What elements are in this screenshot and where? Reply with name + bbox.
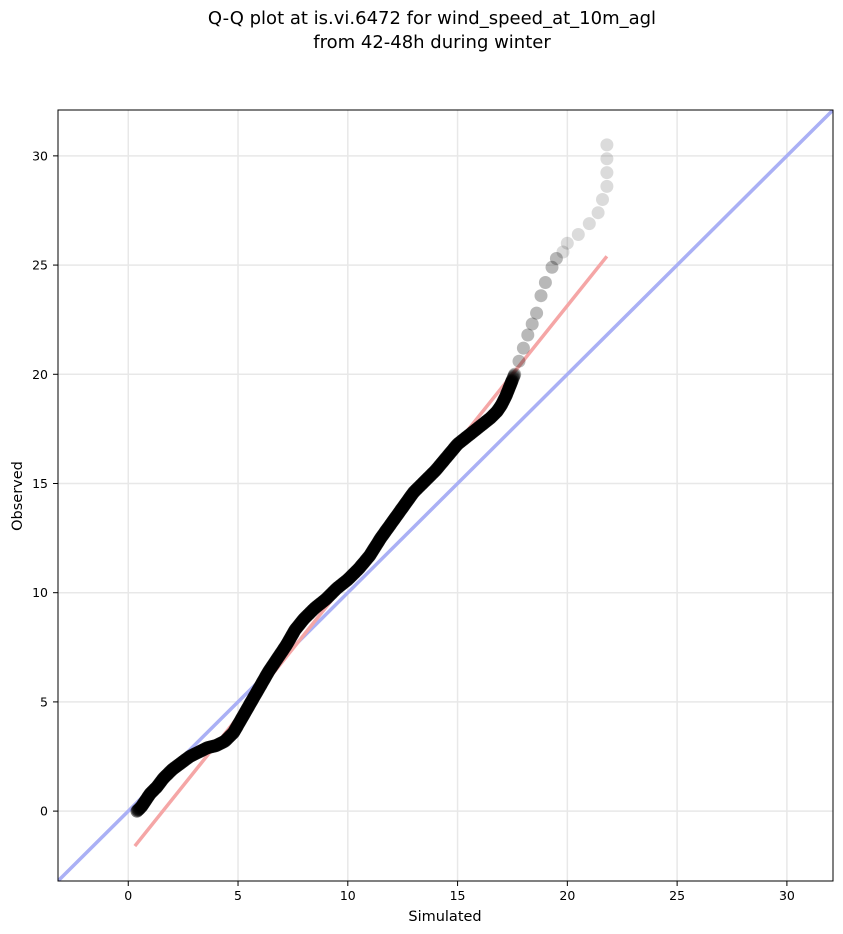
qq-point <box>571 228 585 241</box>
qq-point <box>534 289 548 303</box>
qq-point <box>600 166 614 180</box>
qq-point <box>600 179 614 193</box>
y-tick-label: 10 <box>32 585 48 600</box>
qq-point <box>538 276 552 289</box>
y-tick-label: 25 <box>32 258 48 273</box>
x-tick-label: 20 <box>559 888 575 903</box>
x-tick-label: 15 <box>450 888 466 903</box>
y-tick-label: 0 <box>40 804 48 819</box>
qq-point <box>506 371 520 385</box>
y-axis-label: Observed <box>10 461 26 531</box>
x-axis-ticks: 0 5 10 15 20 25 30 <box>124 881 795 903</box>
qq-point <box>600 152 614 166</box>
qq-point <box>506 373 519 387</box>
qq-point <box>596 193 609 206</box>
qq-point <box>516 341 530 355</box>
qq-point <box>512 354 526 368</box>
qq-point <box>507 370 521 383</box>
data-points <box>130 138 614 818</box>
qq-point <box>508 367 522 381</box>
y-tick-label: 5 <box>40 694 48 709</box>
qq-point <box>549 252 563 265</box>
qq-point <box>560 236 574 250</box>
qq-point <box>505 374 519 388</box>
y-axis-ticks: 0 5 10 15 20 25 30 <box>32 148 58 819</box>
qq-point <box>521 328 535 342</box>
x-tick-label: 30 <box>779 888 795 903</box>
y-tick-label: 20 <box>32 367 48 382</box>
chart-title: Q-Q plot at is.vi.6472 for wind_speed_at… <box>208 8 656 29</box>
chart-subtitle: from 42-48h during winter <box>313 32 551 53</box>
x-tick-label: 5 <box>234 888 242 903</box>
y-tick-label: 30 <box>32 148 48 163</box>
qq-point <box>545 260 559 274</box>
x-tick-label: 0 <box>124 888 132 903</box>
plot-frame <box>57 109 834 882</box>
qq-point <box>556 245 570 259</box>
qq-point <box>506 372 520 386</box>
x-tick-label: 10 <box>340 888 356 903</box>
qq-point <box>507 368 521 382</box>
qq-point <box>525 317 539 331</box>
qq-point <box>582 217 596 231</box>
qq-point <box>530 306 544 320</box>
qq-point <box>600 138 614 152</box>
y-tick-label: 15 <box>32 476 48 491</box>
x-tick-label: 25 <box>669 888 685 903</box>
x-axis-label: Simulated <box>408 909 481 925</box>
grid-lines <box>58 110 833 881</box>
qq-point <box>591 206 605 220</box>
